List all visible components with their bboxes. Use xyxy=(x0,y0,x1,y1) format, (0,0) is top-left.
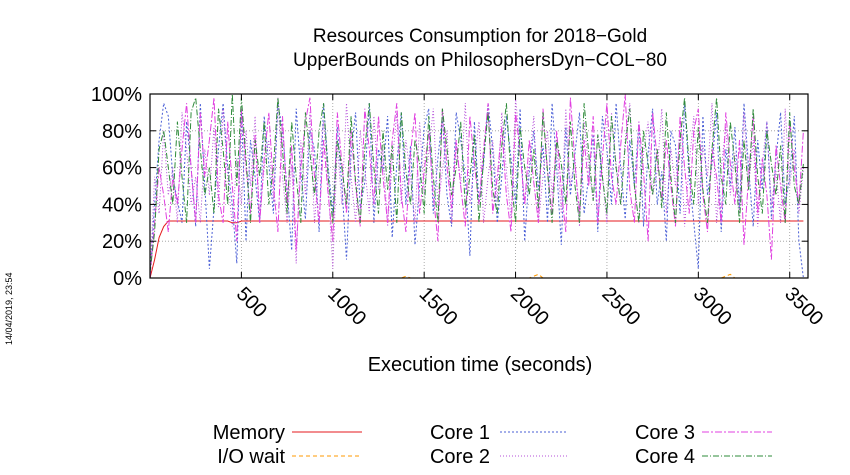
legend-label-core-2: Core 2 xyxy=(430,446,490,468)
x-axis-ticks: 500 1000 1500 2000 2500 3000 3500 xyxy=(232,94,827,330)
y-tick-label: 40% xyxy=(102,194,142,216)
series-lines xyxy=(149,93,804,279)
legend-label-i-o-wait: I/O wait xyxy=(217,446,285,468)
x-tick-label: 1500 xyxy=(415,283,462,330)
y-tick-label: 0% xyxy=(113,268,142,290)
x-tick-label: 2000 xyxy=(506,283,553,330)
legend-label-core-3: Core 3 xyxy=(635,422,695,444)
y-tick-label: 20% xyxy=(102,231,142,253)
y-tick-label: 60% xyxy=(102,158,142,180)
series-line-core-1 xyxy=(149,103,804,279)
x-axis-label: Execution time (seconds) xyxy=(368,354,593,376)
legend-label-core-4: Core 4 xyxy=(635,446,695,468)
series-line-memory xyxy=(149,220,804,279)
x-tick-label: 3500 xyxy=(780,283,827,330)
y-tick-label: 100% xyxy=(91,84,142,106)
grid-lines xyxy=(150,94,808,278)
y-axis-ticks: 0% 20% 40% 60% 80% 100% xyxy=(91,84,808,290)
x-tick-label: 2500 xyxy=(597,283,644,330)
x-tick-label: 1000 xyxy=(323,283,370,330)
timestamp-stamp: 14/04/2019, 23:54 xyxy=(4,272,14,345)
x-tick-label: 500 xyxy=(232,283,271,322)
plot-frame xyxy=(149,93,809,279)
chart-title-line-2: UpperBounds on PhilosophersDyn−COL−80 xyxy=(293,50,667,71)
series-line-core-3 xyxy=(149,93,804,279)
x-tick-label: 3000 xyxy=(689,283,736,330)
series-line-core-4 xyxy=(149,93,804,273)
legend-label-memory: Memory xyxy=(213,422,285,444)
y-tick-label: 80% xyxy=(102,121,142,143)
chart-title-line-1: Resources Consumption for 2018−Gold xyxy=(313,26,647,47)
legend-label-core-1: Core 1 xyxy=(430,422,490,444)
